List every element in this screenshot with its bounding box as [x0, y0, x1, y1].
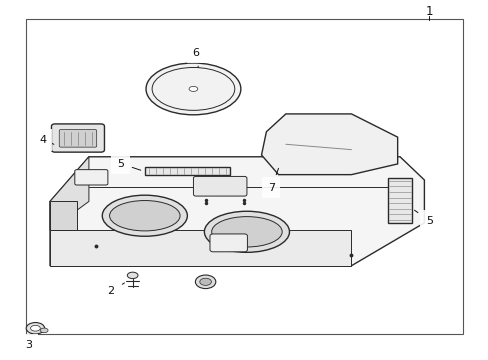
- Ellipse shape: [102, 195, 187, 236]
- Ellipse shape: [40, 328, 48, 333]
- Ellipse shape: [30, 325, 40, 331]
- Ellipse shape: [211, 217, 282, 247]
- Text: 7: 7: [267, 168, 278, 193]
- Ellipse shape: [127, 272, 138, 279]
- Text: 6: 6: [192, 48, 199, 67]
- FancyBboxPatch shape: [51, 124, 104, 152]
- Polygon shape: [50, 157, 89, 230]
- Ellipse shape: [189, 86, 198, 91]
- Text: 1: 1: [425, 5, 432, 18]
- Ellipse shape: [26, 323, 44, 334]
- FancyBboxPatch shape: [75, 170, 108, 185]
- Text: 5: 5: [117, 158, 141, 170]
- Polygon shape: [50, 202, 77, 230]
- Text: 3: 3: [25, 340, 33, 350]
- FancyBboxPatch shape: [193, 176, 246, 196]
- Text: 2: 2: [107, 283, 124, 296]
- Polygon shape: [144, 167, 229, 175]
- Text: 5: 5: [414, 210, 432, 226]
- Polygon shape: [261, 114, 397, 175]
- Text: 4: 4: [39, 135, 54, 145]
- FancyBboxPatch shape: [59, 130, 97, 147]
- Ellipse shape: [146, 63, 241, 115]
- Ellipse shape: [109, 201, 180, 231]
- Polygon shape: [387, 178, 411, 223]
- Polygon shape: [50, 157, 424, 266]
- Bar: [26, 19, 462, 334]
- FancyBboxPatch shape: [209, 234, 247, 252]
- Ellipse shape: [204, 211, 289, 252]
- Polygon shape: [50, 230, 351, 266]
- Ellipse shape: [195, 275, 215, 289]
- Ellipse shape: [200, 278, 211, 285]
